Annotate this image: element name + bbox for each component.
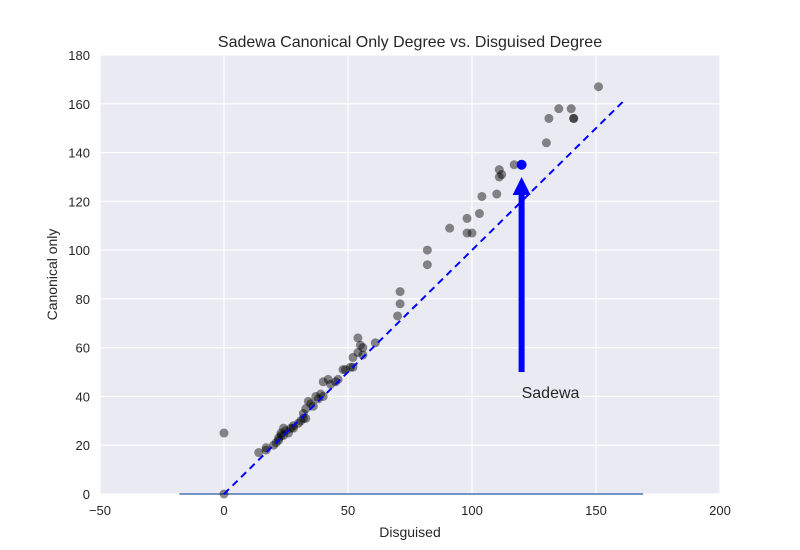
y-tick-label: 60 bbox=[76, 341, 90, 356]
data-point bbox=[345, 362, 355, 372]
data-point bbox=[422, 245, 432, 255]
data-point bbox=[353, 333, 363, 343]
data-point bbox=[313, 394, 323, 404]
data-point bbox=[541, 138, 551, 148]
data-point bbox=[276, 430, 286, 440]
data-point bbox=[348, 352, 358, 362]
data-point bbox=[311, 391, 321, 401]
data-point bbox=[393, 311, 403, 321]
y-axis-label: Canonical only bbox=[44, 229, 60, 321]
data-point bbox=[318, 377, 328, 387]
reference-line-path bbox=[223, 100, 624, 495]
data-point bbox=[254, 448, 264, 458]
arrow-head bbox=[512, 176, 531, 195]
data-point bbox=[358, 350, 368, 360]
data-point bbox=[274, 433, 284, 443]
x-tick-label: 200 bbox=[709, 503, 731, 518]
data-point bbox=[569, 113, 579, 123]
data-point bbox=[333, 374, 343, 384]
data-point bbox=[338, 365, 348, 375]
data-point bbox=[544, 113, 554, 123]
data-point bbox=[445, 223, 455, 233]
x-tick-label: −50 bbox=[89, 503, 111, 518]
data-point bbox=[331, 377, 341, 387]
y-tick-label: 100 bbox=[68, 243, 90, 258]
x-tick-label: 100 bbox=[461, 503, 483, 518]
y-tick-label: 180 bbox=[68, 48, 90, 63]
data-point bbox=[474, 209, 484, 219]
data-point bbox=[281, 426, 291, 436]
data-point bbox=[298, 413, 308, 423]
arrow-shaft bbox=[518, 194, 525, 373]
y-tick-label: 40 bbox=[76, 389, 90, 404]
data-point bbox=[279, 423, 289, 433]
data-point bbox=[323, 374, 333, 384]
data-point bbox=[462, 213, 472, 223]
data-point bbox=[509, 160, 519, 170]
data-point bbox=[261, 445, 271, 455]
data-point bbox=[497, 170, 507, 180]
data-point bbox=[301, 404, 311, 414]
data-point bbox=[462, 228, 472, 238]
x-tick-labels: −50 0 50 100 150 200 bbox=[89, 503, 731, 518]
data-point bbox=[303, 396, 313, 406]
data-point bbox=[316, 389, 326, 399]
chart-title: Sadewa Canonical Only Degree vs. Disguis… bbox=[218, 34, 602, 51]
data-point bbox=[276, 428, 286, 438]
x-axis-label: Disguised bbox=[379, 524, 440, 540]
data-point bbox=[422, 260, 432, 270]
data-point bbox=[219, 428, 229, 438]
y-tick-labels: 0 20 40 60 80 100 120 140 160 180 bbox=[68, 48, 90, 502]
data-point bbox=[494, 165, 504, 175]
annotation-label: Sadewa bbox=[522, 385, 580, 402]
data-point bbox=[326, 379, 336, 389]
data-point bbox=[566, 104, 576, 114]
data-point bbox=[370, 338, 380, 348]
annotation-arrow bbox=[512, 176, 531, 373]
data-point bbox=[298, 409, 308, 419]
x-tick-label: 50 bbox=[341, 503, 355, 518]
data-point bbox=[593, 82, 603, 92]
data-point bbox=[395, 287, 405, 297]
y-tick-label: 160 bbox=[68, 97, 90, 112]
x-tick-label: 0 bbox=[220, 503, 227, 518]
highlight-marker bbox=[516, 159, 527, 170]
data-point bbox=[293, 418, 303, 428]
data-point bbox=[283, 428, 293, 438]
data-point bbox=[494, 172, 504, 182]
data-point bbox=[355, 340, 365, 350]
y-tick-label: 0 bbox=[83, 487, 90, 502]
y-tick-label: 140 bbox=[68, 146, 90, 161]
data-point bbox=[296, 416, 306, 426]
reference-line bbox=[223, 100, 624, 495]
plot-area bbox=[100, 55, 720, 494]
highlight-point bbox=[516, 159, 527, 170]
y-tick-label: 20 bbox=[76, 438, 90, 453]
data-point bbox=[492, 189, 502, 199]
data-point bbox=[467, 228, 477, 238]
y-tick-label: 120 bbox=[68, 194, 90, 209]
grid bbox=[99, 54, 721, 495]
x-tick-label: 150 bbox=[585, 503, 607, 518]
data-point bbox=[569, 113, 579, 123]
data-point bbox=[477, 191, 487, 201]
data-point bbox=[554, 104, 564, 114]
data-point bbox=[358, 343, 368, 353]
data-point bbox=[288, 423, 298, 433]
data-point bbox=[395, 299, 405, 309]
data-point bbox=[353, 348, 363, 358]
y-tick-label: 80 bbox=[76, 292, 90, 307]
